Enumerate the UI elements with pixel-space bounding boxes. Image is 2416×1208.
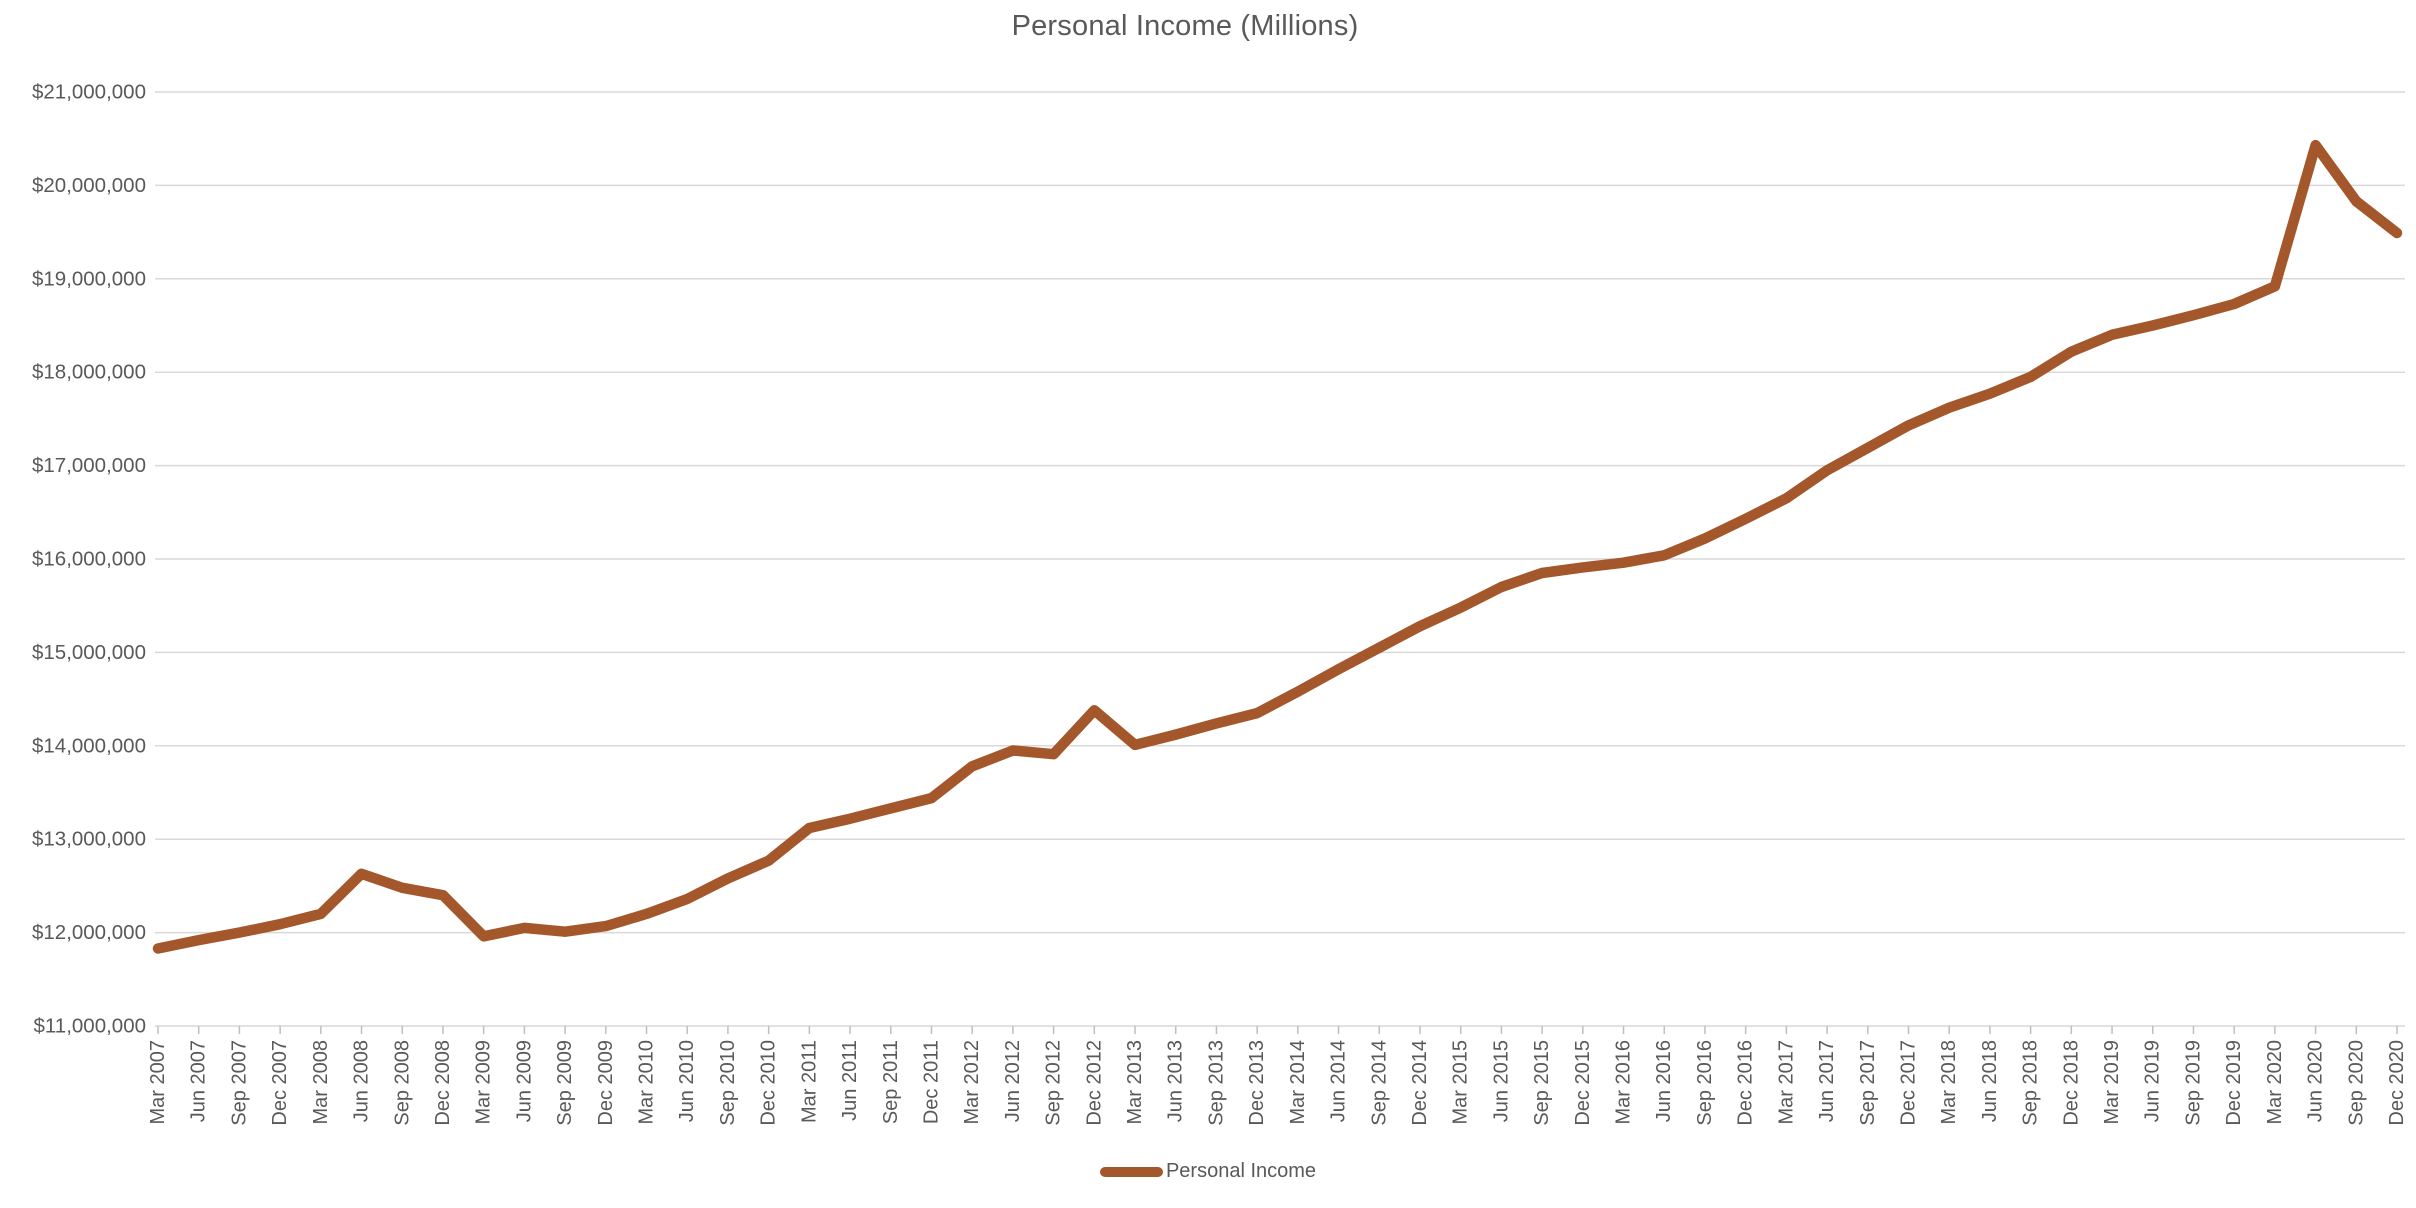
svg-text:$20,000,000: $20,000,000 — [32, 174, 146, 197]
svg-text:Mar 2010: Mar 2010 — [636, 1040, 658, 1125]
svg-text:Jun 2011: Jun 2011 — [839, 1040, 861, 1121]
svg-text:$21,000,000: $21,000,000 — [32, 81, 146, 104]
legend: Personal Income — [0, 1160, 2416, 1183]
svg-text:Jun 2010: Jun 2010 — [676, 1040, 698, 1122]
legend-line-marker — [1099, 1166, 1163, 1177]
svg-text:Jun 2007: Jun 2007 — [188, 1040, 210, 1122]
svg-text:Dec 2007: Dec 2007 — [269, 1040, 291, 1126]
svg-text:$16,000,000: $16,000,000 — [32, 548, 146, 571]
svg-text:Jun 2012: Jun 2012 — [1002, 1040, 1024, 1122]
svg-text:Dec 2011: Dec 2011 — [920, 1040, 942, 1124]
svg-text:Sep 2016: Sep 2016 — [1694, 1040, 1716, 1126]
svg-text:Sep 2012: Sep 2012 — [1043, 1040, 1065, 1126]
svg-text:Mar 2011: Mar 2011 — [798, 1040, 820, 1123]
svg-text:Jun 2019: Jun 2019 — [2142, 1040, 2164, 1122]
svg-text:$17,000,000: $17,000,000 — [32, 454, 146, 477]
svg-text:Mar 2014: Mar 2014 — [1287, 1040, 1309, 1125]
series-lines — [152, 139, 2403, 954]
x-axis-ticks — [157, 1026, 2398, 1034]
svg-text:Jun 2015: Jun 2015 — [1490, 1040, 1512, 1122]
y-gridlines — [155, 91, 2405, 1027]
svg-text:Jun 2016: Jun 2016 — [1653, 1040, 1675, 1122]
x-axis-labels: Mar 2007 Jun 2007 Sep 2007 Dec 2007 Mar 2008… — [147, 1040, 2408, 1126]
svg-text:Dec 2014: Dec 2014 — [1409, 1040, 1431, 1126]
series-line-personal-income — [152, 139, 2403, 954]
legend-label: Personal Income — [1165, 1160, 1317, 1182]
svg-text:$19,000,000: $19,000,000 — [32, 267, 146, 290]
svg-text:Jun 2020: Jun 2020 — [2305, 1040, 2327, 1122]
svg-text:Jun 2014: Jun 2014 — [1328, 1040, 1350, 1122]
svg-text:$13,000,000: $13,000,000 — [32, 828, 146, 851]
svg-text:$18,000,000: $18,000,000 — [32, 361, 146, 384]
svg-text:Jun 2017: Jun 2017 — [1816, 1040, 1838, 1122]
svg-text:Sep 2007: Sep 2007 — [228, 1040, 250, 1126]
svg-text:Mar 2012: Mar 2012 — [961, 1040, 983, 1125]
svg-text:Sep 2009: Sep 2009 — [554, 1040, 576, 1126]
svg-text:Mar 2008: Mar 2008 — [310, 1040, 332, 1125]
chart-title: Personal Income (Millions) — [1011, 10, 1359, 42]
svg-text:Mar 2019: Mar 2019 — [2101, 1040, 2123, 1125]
svg-text:Sep 2015: Sep 2015 — [1531, 1040, 1553, 1126]
svg-text:Sep 2013: Sep 2013 — [1205, 1040, 1227, 1126]
svg-text:$11,000,000: $11,000,000 — [34, 1015, 146, 1038]
svg-text:Mar 2018: Mar 2018 — [1938, 1040, 1960, 1125]
svg-text:$12,000,000: $12,000,000 — [32, 921, 146, 944]
svg-text:Dec 2019: Dec 2019 — [2223, 1040, 2245, 1126]
svg-text:Dec 2016: Dec 2016 — [1735, 1040, 1757, 1126]
svg-text:Mar 2015: Mar 2015 — [1450, 1040, 1472, 1125]
svg-text:Dec 2008: Dec 2008 — [432, 1040, 454, 1126]
svg-text:Dec 2020: Dec 2020 — [2386, 1040, 2408, 1126]
svg-text:Sep 2017: Sep 2017 — [1857, 1040, 1879, 1126]
svg-text:Sep 2008: Sep 2008 — [391, 1040, 413, 1126]
svg-text:Mar 2017: Mar 2017 — [1775, 1040, 1797, 1125]
svg-text:Dec 2013: Dec 2013 — [1246, 1040, 1268, 1126]
svg-text:Sep 2018: Sep 2018 — [2020, 1040, 2042, 1126]
svg-text:$15,000,000: $15,000,000 — [32, 641, 146, 664]
y-axis-labels: $11,000,000 $12,000,000 $13,000,000 $14,000… — [32, 81, 146, 1038]
svg-text:$14,000,000: $14,000,000 — [32, 734, 146, 757]
svg-text:Dec 2017: Dec 2017 — [1897, 1040, 1919, 1126]
svg-text:Jun 2009: Jun 2009 — [513, 1040, 535, 1122]
svg-text:Sep 2019: Sep 2019 — [2182, 1040, 2204, 1126]
svg-text:Sep 2011: Sep 2011 — [880, 1040, 902, 1124]
svg-text:Dec 2015: Dec 2015 — [1572, 1040, 1594, 1126]
svg-text:Mar 2016: Mar 2016 — [1613, 1040, 1635, 1125]
svg-text:Mar 2013: Mar 2013 — [1124, 1040, 1146, 1125]
svg-text:Mar 2020: Mar 2020 — [2264, 1040, 2286, 1125]
svg-text:Sep 2014: Sep 2014 — [1368, 1040, 1390, 1126]
svg-text:Sep 2010: Sep 2010 — [717, 1040, 739, 1126]
svg-text:Dec 2010: Dec 2010 — [758, 1040, 780, 1126]
svg-text:Jun 2008: Jun 2008 — [351, 1040, 373, 1122]
svg-text:Jun 2013: Jun 2013 — [1165, 1040, 1187, 1122]
svg-text:Jun 2018: Jun 2018 — [1979, 1040, 2001, 1122]
svg-text:Dec 2012: Dec 2012 — [1083, 1040, 1105, 1126]
svg-text:Dec 2009: Dec 2009 — [595, 1040, 617, 1126]
svg-text:Mar 2007: Mar 2007 — [147, 1040, 169, 1125]
svg-text:Sep 2020: Sep 2020 — [2345, 1040, 2367, 1126]
svg-text:Mar 2009: Mar 2009 — [473, 1040, 495, 1125]
svg-text:Dec 2018: Dec 2018 — [2060, 1040, 2082, 1126]
